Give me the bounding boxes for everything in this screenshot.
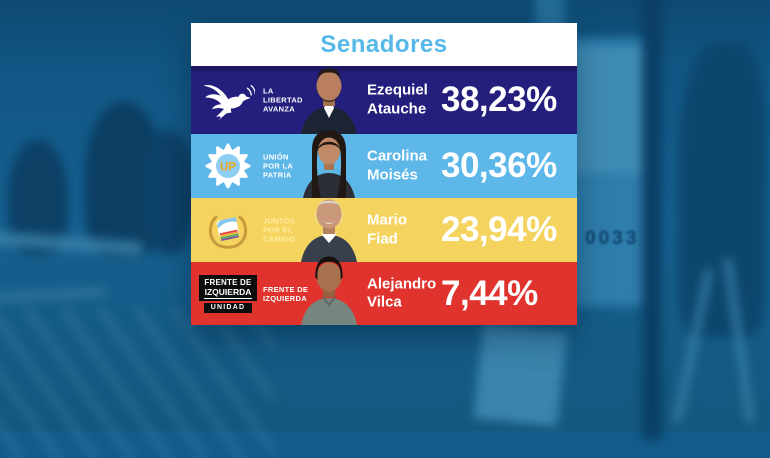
result-row-juntos-por-el-cambio: JUNTOS POR EL CAMBIO Mario Fiad 23,94% <box>191 198 577 262</box>
vote-percentage: 23,94% <box>441 210 557 249</box>
result-row-union-por-la-patria: UP UNIÓN POR LA PATRIA Carolina Moisés 3… <box>191 130 577 198</box>
party-name: UNIÓN POR LA PATRIA <box>263 152 294 180</box>
candidate-photo-vilca <box>301 256 357 325</box>
desk-silhouette <box>0 286 108 304</box>
jxc-wreath-icon <box>208 215 248 249</box>
party-logo-zone: UP <box>197 134 259 198</box>
vote-percentage: 38,23% <box>441 80 557 119</box>
eagle-icon <box>203 84 255 121</box>
candidate-name: Carolina Moisés <box>367 147 428 183</box>
voting-booth-panel-highlight <box>572 48 644 173</box>
vote-percentage: 7,44% <box>441 273 538 313</box>
party-name: JUNTOS POR EL CAMBIO <box>263 216 296 244</box>
fit-box-logo: FRENTE DE IZQUIERDA UNIDAD <box>197 262 259 325</box>
booth-number-label: 0033 <box>585 228 640 249</box>
fit-logo-unidad: UNIDAD <box>203 302 253 313</box>
candidate-photo-moises <box>303 130 355 198</box>
floor-texture <box>0 308 275 458</box>
voter-silhouette <box>678 42 766 337</box>
party-logo-zone <box>197 66 259 134</box>
booth-frame-pole <box>642 0 662 440</box>
candidate-name: Ezequiel Atauche <box>367 81 428 117</box>
candidate-photo-fiad <box>301 199 357 262</box>
page-title: Senadores <box>320 30 448 58</box>
voter-silhouette <box>140 130 198 255</box>
candidate-name: Mario Fiad <box>367 211 408 247</box>
candidate-name: Alejandro Vilca <box>367 274 437 311</box>
svg-text:UP: UP <box>220 161 236 173</box>
party-name: LA LIBERTAD AVANZA <box>263 86 303 114</box>
result-row-libertad-avanza: LA LIBERTAD AVANZA Ezequiel Atauche 38,2… <box>191 66 577 134</box>
card-header: Senadores <box>191 23 577 66</box>
result-row-frente-de-izquierda: FRENTE DE IZQUIERDA UNIDAD FRENTE DE IZQ… <box>191 256 577 325</box>
paper-sign <box>473 323 567 428</box>
results-card: Senadores LA LIBERTAD AVANZA <box>191 23 577 325</box>
fit-logo-main: FRENTE DE IZQUIERDA <box>199 274 257 301</box>
party-name: FRENTE DE IZQUIERDA <box>263 284 309 303</box>
party-logo-zone <box>197 198 259 262</box>
vote-percentage: 30,36% <box>441 146 557 185</box>
candidate-photo-atauche <box>301 68 357 134</box>
up-sun-icon: UP <box>205 143 251 189</box>
